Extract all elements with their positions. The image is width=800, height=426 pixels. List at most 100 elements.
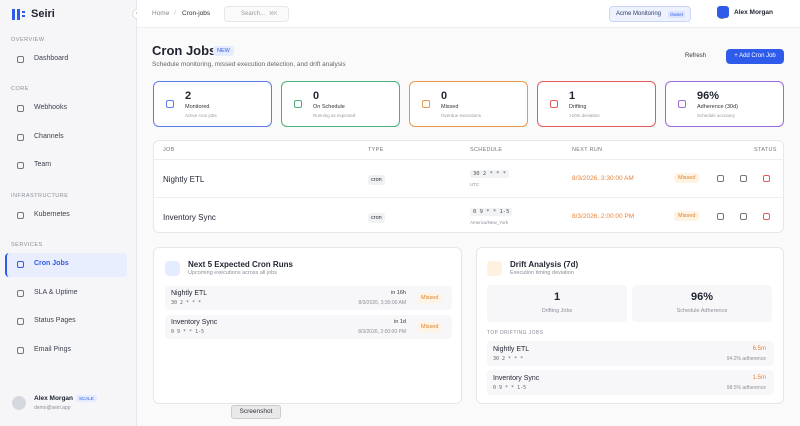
nav-icon [17,162,24,170]
job-name: Nightly ETL [163,175,205,184]
timezone: America/New_York [470,220,509,225]
stat-note: Schedule accuracy [697,113,736,118]
brand: Seiri [31,8,55,20]
search[interactable]: Search... ⌘K [224,6,289,22]
refresh-button[interactable]: Refresh [685,53,707,59]
next-run: 8/3/2026, 3:30:00 AM [572,175,634,182]
edit-button[interactable] [740,213,747,220]
plan-badge: SCALE [76,395,97,402]
nav-item[interactable]: Channels [34,132,64,140]
run-job: Inventory Sync [171,319,218,326]
next-run: 8/3/2026, 2:00:00 PM [572,213,635,220]
panel-subtitle: Upcoming executions across all jobs [188,270,277,276]
subtitle: Schedule monitoring, missed execution de… [152,61,346,68]
sidebar: Seiri Alex Morgan SCALE demo@seiri.app O… [0,0,137,426]
type-chip: cron [368,213,385,223]
status: Missed [674,211,700,221]
nav-icon [17,105,24,112]
metric-value: 96% [690,291,714,303]
drift-schedule: 0 9 * * 1-5 [493,385,527,391]
nav-icon [17,289,24,297]
run-eta: in 16h [391,290,406,296]
job-name: Inventory Sync [163,213,216,222]
user-block[interactable]: Alex Morgan SCALE demo@seiri.app [8,392,128,416]
edit-button[interactable] [740,175,747,182]
view-button[interactable] [717,213,724,220]
stat-label: Drifting [569,104,587,110]
stat-note: Overdue executions [441,113,482,118]
crumb-current: Cron-jobs [182,10,211,17]
nav-icon [17,318,24,326]
topbar: Home / Cron-jobs Search... ⌘K Acme Monit… [137,0,800,28]
stat-card: 96% Adherence (30d) Schedule accuracy [665,81,784,127]
drift-adherence: 94.2% adherence [726,356,766,362]
crumb: Home [152,10,170,17]
stat-card: 0 On Schedule Running as expected [281,81,400,127]
view-button[interactable] [717,175,724,182]
drift-schedule: 30 2 * * * [493,356,524,362]
nav-icon [17,261,24,268]
upcoming-panel: Next 5 Expected Cron Runs Upcoming execu… [153,247,462,404]
stat-card: 0 Missed Overdue executions [409,81,528,127]
user: Alex Morgan [734,9,774,16]
stat-icon [166,100,174,108]
nav-item[interactable]: Webhooks [34,104,67,111]
column-header: JOB [163,147,175,153]
calendar-icon [165,261,180,276]
add-button[interactable]: + Add Cron Job [726,49,784,64]
nav-icon [17,212,24,219]
run-status: Missed [417,293,443,303]
stat-note: >10m deviation [569,113,600,118]
role: Owner [668,11,686,18]
nav-section: INFRASTRUCTURE [11,193,69,199]
nav-item[interactable]: SLA & Uptime [34,288,78,296]
status: Missed [674,173,700,183]
stat-icon [678,100,686,108]
nav-item[interactable]: Status Pages [34,317,76,325]
stat-icon [550,100,558,108]
drift-panel: Drift Analysis (7d) Execution timing dev… [476,247,784,404]
stat-label: On Schedule [313,104,345,110]
delete-button[interactable] [763,175,770,182]
drift-row [487,341,774,366]
element [12,9,15,20]
panel-title: Next 5 Expected Cron Runs [188,260,293,269]
stat-value: 0 [313,90,320,102]
nav-item[interactable]: Kubernetes [34,211,70,218]
nav-item[interactable]: Cron Jobs [34,260,69,267]
org-switch[interactable]: Acme Monitoring Owner [609,6,691,22]
nav-item[interactable]: Team [34,161,52,169]
tooltip: Screenshot [231,405,281,419]
column-header: NEXT RUN [572,147,603,153]
delete-button[interactable] [763,213,770,220]
avatar [12,396,26,410]
nav-section: OVERVIEW [11,37,45,43]
metric-value: 1 [553,291,561,303]
element [22,15,25,17]
panel-subtitle: Execution timing deviation [510,270,574,276]
nav-item[interactable]: Dashboard [34,55,69,62]
drift-icon [487,261,502,276]
drift-job: Nightly ETL [493,346,530,353]
stat-value: 0 [441,90,448,102]
crumb-sep: / [174,10,176,17]
jobs-table: JOB TYPE SCHEDULE NEXT RUN STATUS Nightly ETL… [153,140,785,233]
shortcut: ⌘K [269,11,278,17]
metric-box [487,285,627,322]
run-schedule: 0 9 * * 1-5 [171,329,205,335]
stat-label: Missed [441,104,459,110]
stat-note: Running as expected [313,113,356,118]
drift-value: 6.5m [752,346,766,352]
metric-label: Schedule Adherence [676,308,728,314]
column-header: STATUS [754,147,777,153]
run-status: Missed [417,322,443,332]
divider [154,159,785,160]
timezone: UTC [470,182,480,187]
drift-job: Inventory Sync [493,375,540,382]
nav-item[interactable]: Email Pings [34,345,71,353]
page-title: Cron Jobs [152,43,217,58]
stat-label: Monitored [185,104,210,110]
section-label: TOP DRIFTING JOBS [487,330,544,336]
